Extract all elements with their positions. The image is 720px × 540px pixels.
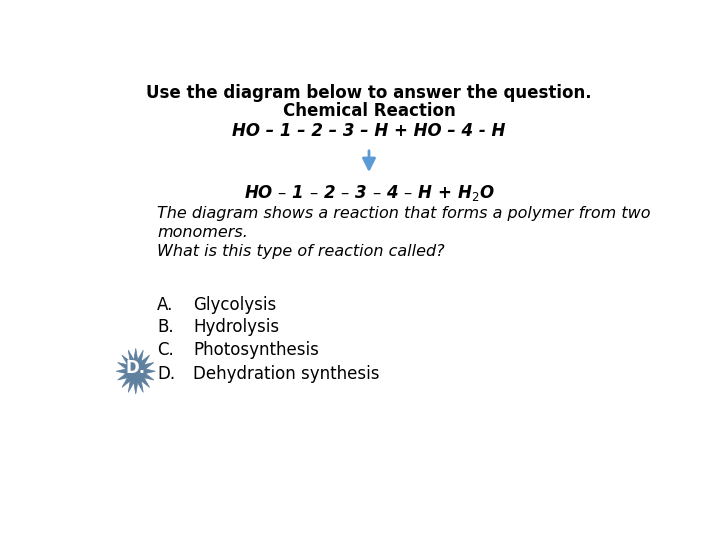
Text: Photosynthesis: Photosynthesis — [193, 341, 319, 359]
Text: HO – 1 – 2 – 3 – 4 – H + H$_2$O: HO – 1 – 2 – 3 – 4 – H + H$_2$O — [243, 183, 495, 203]
Text: B.: B. — [157, 319, 174, 336]
Text: Chemical Reaction: Chemical Reaction — [283, 102, 455, 120]
Text: What is this type of reaction called?: What is this type of reaction called? — [157, 244, 444, 259]
Text: HO – 1 – 2 – 3 – H + HO – 4 - H: HO – 1 – 2 – 3 – H + HO – 4 - H — [233, 122, 505, 140]
Text: D.: D. — [157, 365, 175, 383]
Text: The diagram shows a reaction that forms a polymer from two: The diagram shows a reaction that forms … — [157, 206, 650, 221]
Text: Dehydration synthesis: Dehydration synthesis — [193, 365, 379, 383]
Text: Use the diagram below to answer the question.: Use the diagram below to answer the ques… — [146, 84, 592, 102]
Text: A.: A. — [157, 295, 174, 314]
Text: Glycolysis: Glycolysis — [193, 295, 276, 314]
Text: Hydrolysis: Hydrolysis — [193, 319, 279, 336]
Text: D.: D. — [126, 359, 146, 377]
Text: C.: C. — [157, 341, 174, 359]
Polygon shape — [116, 348, 156, 394]
Text: monomers.: monomers. — [157, 225, 248, 240]
